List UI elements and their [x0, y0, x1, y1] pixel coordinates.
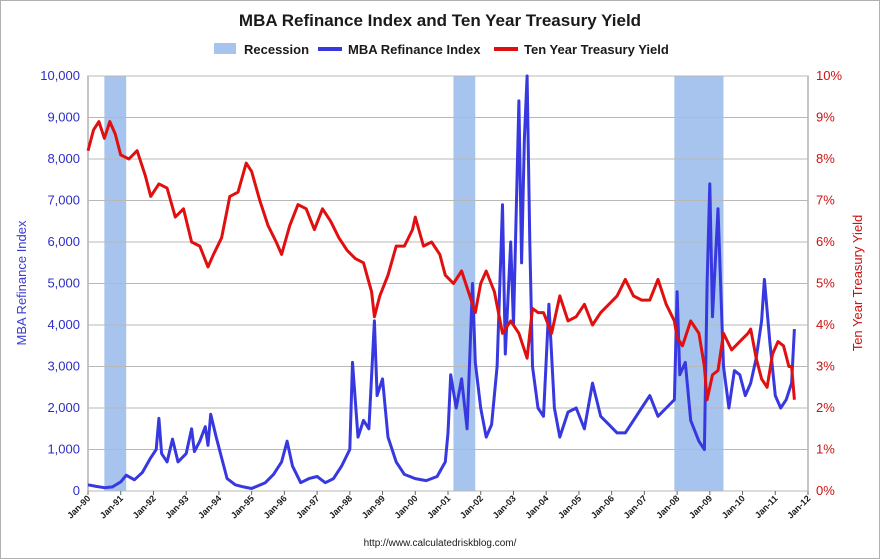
- mba-refinance-index-line: [87, 74, 796, 490]
- x-tick-label: Jan-99: [360, 493, 387, 520]
- x-tick-label: Jan-09: [687, 493, 714, 520]
- legend-label: MBA Refinance Index: [348, 42, 481, 57]
- left-axis-ticks: 0 1,000 2,000 3,000 4,000 5,000 6,000 7,000 8,00…: [40, 68, 80, 498]
- right-tick-label: 0%: [816, 483, 835, 498]
- x-tick-label: Jan-03: [491, 493, 518, 520]
- left-tick-label: 8,000: [47, 151, 80, 166]
- legend-label: Ten Year Treasury Yield: [524, 42, 669, 57]
- left-tick-label: 4,000: [47, 317, 80, 332]
- left-tick-label: 5,000: [47, 276, 80, 291]
- x-tick-label: Jan-93: [163, 493, 190, 520]
- x-tick-label: Jan-96: [262, 493, 289, 520]
- x-tick-label: Jan-08: [654, 493, 681, 520]
- right-axis-ticks: 0% 1% 2% 3% 4% 5% 6% 7% 8% 9% 10%: [816, 68, 842, 498]
- x-axis-ticks: Jan-90 Jan-91 Jan-92 Jan-93 Jan-94 Jan-95 Jan-…: [65, 491, 812, 521]
- source-url: http://www.calculatedriskblog.com/: [364, 538, 517, 549]
- right-tick-label: 3%: [816, 359, 835, 374]
- x-tick-label: Jan-02: [458, 493, 485, 520]
- left-tick-label: 6,000: [47, 234, 80, 249]
- x-tick-label: Jan-07: [622, 493, 649, 520]
- x-tick-label: Jan-95: [229, 493, 256, 520]
- x-tick-label: Jan-91: [98, 493, 125, 520]
- left-tick-label: 7,000: [47, 193, 80, 208]
- x-tick-label: Jan-05: [556, 493, 583, 520]
- x-tick-label: Jan-12: [785, 493, 812, 520]
- right-tick-label: 9%: [816, 110, 835, 125]
- x-tick-label: Jan-11: [753, 493, 780, 520]
- right-tick-label: 10%: [816, 68, 842, 83]
- legend-label: Recession: [244, 42, 309, 57]
- ten-year-treasury-yield-line: [86, 120, 796, 402]
- x-tick-label: Jan-98: [327, 493, 354, 520]
- x-tick-label: Jan-06: [589, 493, 616, 520]
- x-tick-label: Jan-01: [425, 493, 452, 520]
- right-tick-label: 7%: [816, 193, 835, 208]
- x-tick-label: Jan-00: [392, 493, 419, 520]
- right-tick-label: 8%: [816, 151, 835, 166]
- x-tick-label: Jan-04: [523, 493, 550, 520]
- plot-area: [86, 74, 809, 492]
- legend: Recession MBA Refinance Index Ten Year Tre…: [214, 42, 669, 57]
- right-tick-label: 2%: [816, 400, 835, 415]
- right-axis-label: Ten Year Treasury Yield: [850, 215, 865, 352]
- left-tick-label: 2,000: [47, 400, 80, 415]
- left-tick-label: 3,000: [47, 359, 80, 374]
- legend-recession-swatch: [214, 43, 236, 54]
- x-tick-label: Jan-10: [720, 493, 747, 520]
- left-axis-label: MBA Refinance Index: [14, 220, 29, 346]
- x-tick-label: Jan-92: [131, 493, 158, 520]
- right-tick-label: 5%: [816, 276, 835, 291]
- left-tick-label: 1,000: [47, 442, 80, 457]
- x-tick-label: Jan-97: [294, 493, 321, 520]
- right-tick-label: 6%: [816, 234, 835, 249]
- right-tick-label: 1%: [816, 442, 835, 457]
- right-tick-label: 4%: [816, 317, 835, 332]
- chart-title: MBA Refinance Index and Ten Year Treasur…: [239, 11, 641, 30]
- left-tick-label: 9,000: [47, 110, 80, 125]
- x-tick-label: Jan-94: [196, 493, 223, 520]
- left-tick-label: 10,000: [40, 68, 80, 83]
- left-tick-label: 0: [73, 483, 80, 498]
